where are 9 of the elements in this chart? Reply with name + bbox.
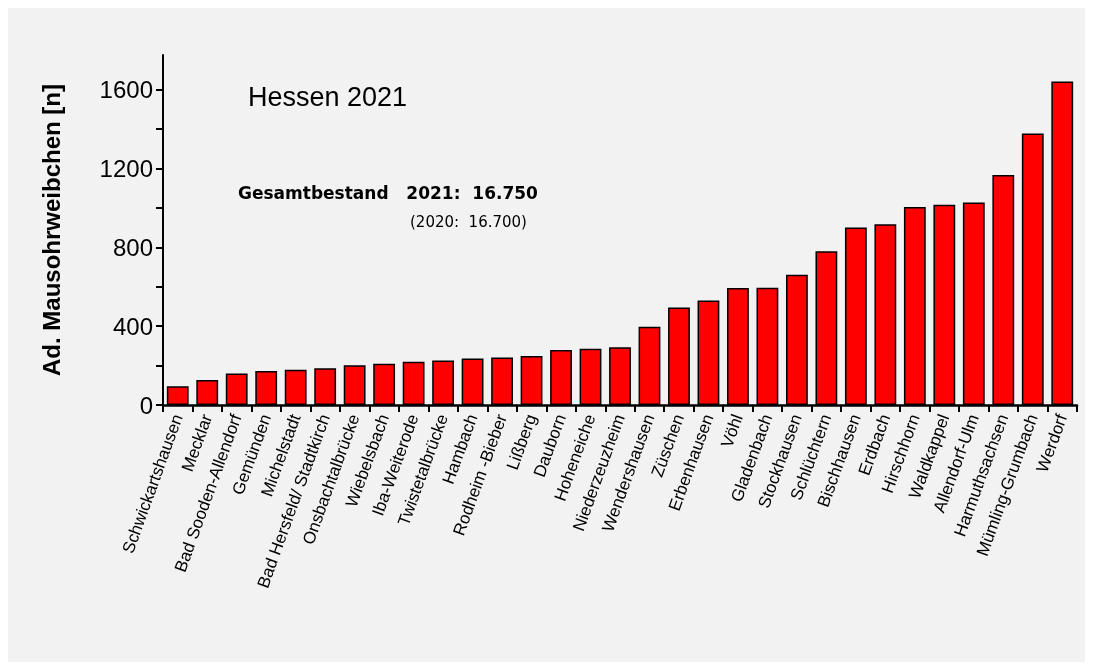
y-tick-label: 800 [112, 233, 153, 261]
y-tick-label: 1600 [99, 76, 153, 104]
y-axis-title: Ad. Mausohrweibchen [n] [37, 83, 65, 377]
y-tick-label: 400 [112, 312, 153, 340]
annotation: (2020: 16.700) [410, 212, 527, 231]
annotation: Gesamtbestand 2021: 16.750 [238, 182, 539, 203]
y-tick-label: 0 [139, 391, 153, 419]
annotation: Hessen 2021 [248, 81, 408, 112]
y-tick-label: 1200 [99, 154, 153, 182]
